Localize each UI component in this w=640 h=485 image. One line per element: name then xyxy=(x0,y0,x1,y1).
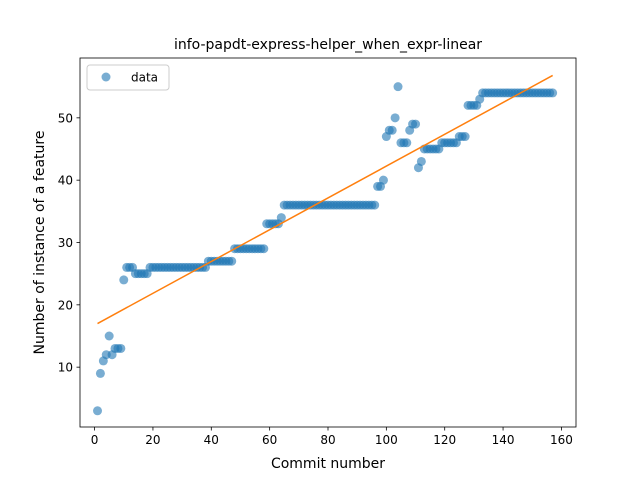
x-tick-label: 60 xyxy=(262,433,277,447)
data-point xyxy=(548,88,558,98)
legend-label: data xyxy=(131,71,158,85)
y-axis-label: Number of instance of a feature xyxy=(32,131,48,355)
plot-frame xyxy=(79,57,577,428)
data-point xyxy=(387,125,397,135)
legend-marker xyxy=(101,72,111,82)
legend: data xyxy=(86,64,170,91)
data-point xyxy=(460,132,470,142)
data-point xyxy=(116,343,126,353)
data-point xyxy=(93,406,103,416)
x-tick-label: 100 xyxy=(375,433,398,447)
x-axis-label: Commit number xyxy=(271,456,385,472)
data-point xyxy=(370,200,380,210)
x-tick-label: 20 xyxy=(145,433,160,447)
y-axis: 10 20 30 40 50 xyxy=(58,111,80,375)
x-tick-label: 40 xyxy=(204,433,219,447)
data-point xyxy=(402,138,412,148)
chart-title: info-papdt-express-helper_when_expr-line… xyxy=(174,37,482,53)
x-axis: 0 20 40 60 80 100 120 140 160 xyxy=(91,427,573,447)
fit-line xyxy=(97,74,554,325)
data-point xyxy=(393,82,403,92)
y-tick-label: 50 xyxy=(58,111,73,125)
data-point xyxy=(259,244,269,254)
y-tick-label: 10 xyxy=(58,361,73,375)
data-point xyxy=(411,119,421,129)
data-point xyxy=(390,113,400,123)
data-point xyxy=(276,213,286,223)
y-tick-label: 30 xyxy=(58,236,73,250)
legend-frame xyxy=(86,64,170,91)
x-tick-label: 80 xyxy=(320,433,335,447)
x-tick-label: 140 xyxy=(492,433,515,447)
x-tick-label: 0 xyxy=(91,433,99,447)
x-tick-label: 120 xyxy=(433,433,456,447)
data-point xyxy=(104,331,114,341)
y-tick-label: 40 xyxy=(58,174,73,188)
data-point xyxy=(378,175,388,185)
data-point xyxy=(416,156,426,166)
data-point xyxy=(119,275,129,285)
data-point xyxy=(227,256,237,266)
x-tick-label: 160 xyxy=(550,433,573,447)
plot-area xyxy=(93,74,558,416)
data-point xyxy=(95,368,105,378)
y-tick-label: 20 xyxy=(58,298,73,312)
